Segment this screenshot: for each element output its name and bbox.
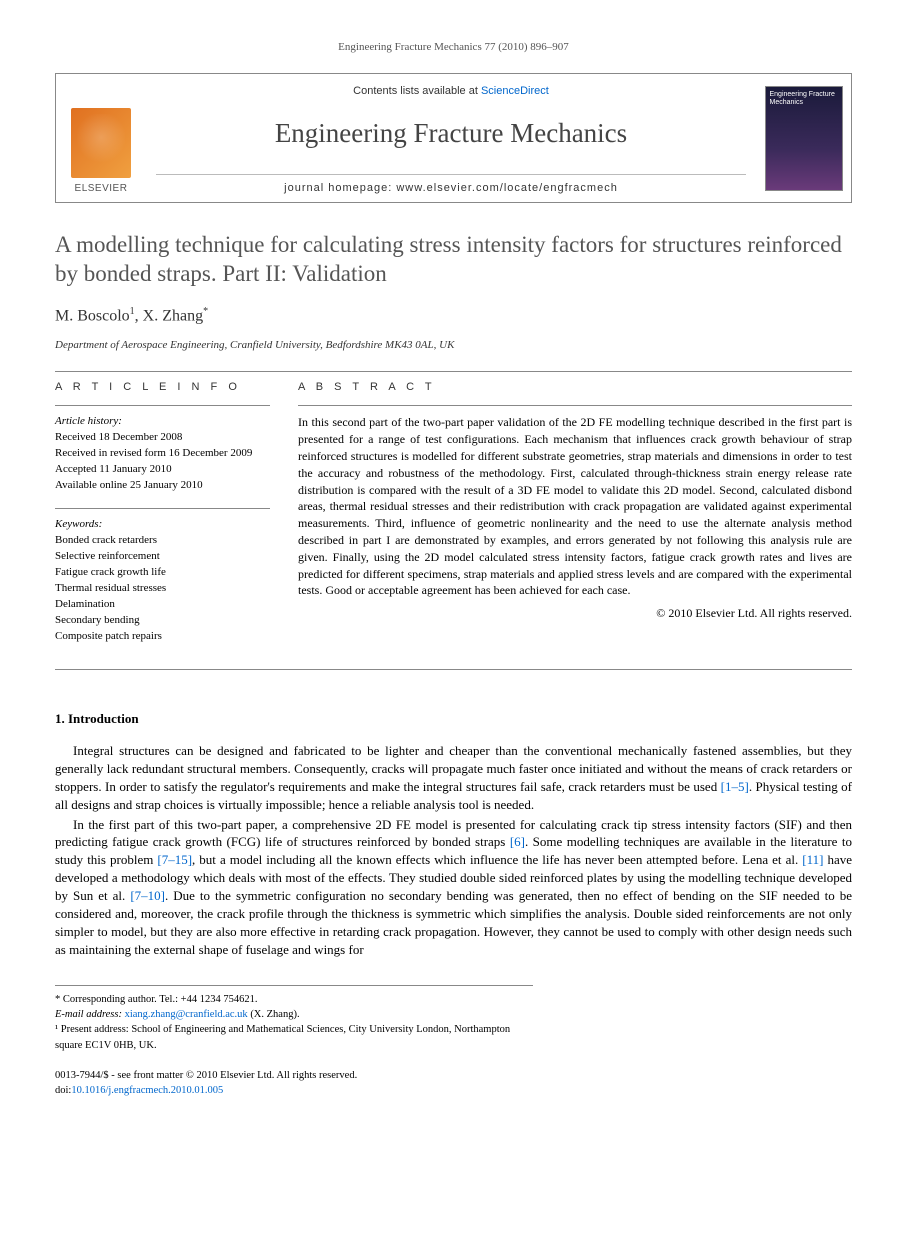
contents-available-line: Contents lists available at ScienceDirec… xyxy=(353,84,549,99)
history-line: Received 18 December 2008 xyxy=(55,430,270,446)
info-rule-1 xyxy=(55,405,270,406)
info-abstract-row: A R T I C L E I N F O Article history: R… xyxy=(55,380,852,659)
rule-top xyxy=(55,371,852,372)
author-1-sup: 1 xyxy=(130,306,135,317)
info-rule-2 xyxy=(55,508,270,509)
abstract-copyright: © 2010 Elsevier Ltd. All rights reserved… xyxy=(298,605,852,622)
cover-thumb-block: Engineering Fracture Mechanics xyxy=(756,74,851,202)
history-line: Accepted 11 January 2010 xyxy=(55,462,270,478)
footer-block: 0013-7944/$ - see front matter © 2010 El… xyxy=(55,1069,852,1098)
history-heading: Article history: xyxy=(55,414,270,430)
email-line: E-mail address: xiang.zhang@cranfield.ac… xyxy=(55,1007,533,1022)
author-1: M. Boscolo xyxy=(55,307,130,324)
present-address-note: ¹ Present address: School of Engineering… xyxy=(55,1022,533,1052)
article-info-label: A R T I C L E I N F O xyxy=(55,380,270,395)
ref-link-1-5[interactable]: [1–5] xyxy=(721,779,749,794)
keyword: Fatigue crack growth life xyxy=(55,565,270,581)
contents-prefix: Contents lists available at xyxy=(353,85,481,97)
keyword: Delamination xyxy=(55,597,270,613)
elsevier-tree-icon xyxy=(71,108,131,178)
keywords-heading: Keywords: xyxy=(55,517,270,533)
doi-line: doi:10.1016/j.engfracmech.2010.01.005 xyxy=(55,1084,852,1099)
ref-link-7-15[interactable]: [7–15] xyxy=(157,852,192,867)
ref-link-11[interactable]: [11] xyxy=(802,852,823,867)
author-email-link[interactable]: xiang.zhang@cranfield.ac.uk xyxy=(125,1009,248,1020)
email-label: E-mail address: xyxy=(55,1009,125,1020)
issn-line: 0013-7944/$ - see front matter © 2010 El… xyxy=(55,1069,852,1084)
abstract-label: A B S T R A C T xyxy=(298,380,852,395)
author-2: X. Zhang xyxy=(143,307,203,324)
para2-e: . Due to the symmetric configuration no … xyxy=(55,888,852,957)
abstract-column: A B S T R A C T In this second part of t… xyxy=(298,380,852,659)
history-line: Received in revised form 16 December 200… xyxy=(55,446,270,462)
intro-para-2: In the first part of this two-part paper… xyxy=(55,816,852,960)
history-line: Available online 25 January 2010 xyxy=(55,478,270,494)
journal-cover-thumbnail: Engineering Fracture Mechanics xyxy=(765,86,843,191)
journal-banner: ELSEVIER Contents lists available at Sci… xyxy=(55,73,852,203)
article-info-column: A R T I C L E I N F O Article history: R… xyxy=(55,380,270,659)
journal-homepage-line: journal homepage: www.elsevier.com/locat… xyxy=(156,174,746,196)
running-header: Engineering Fracture Mechanics 77 (2010)… xyxy=(55,40,852,55)
sciencedirect-link[interactable]: ScienceDirect xyxy=(481,85,549,97)
abstract-text: In this second part of the two-part pape… xyxy=(298,414,852,599)
para2-c: , but a model including all the known ef… xyxy=(192,852,802,867)
email-suffix: (X. Zhang). xyxy=(248,1009,300,1020)
author-2-sup: * xyxy=(203,306,208,317)
footnotes-block: * Corresponding author. Tel.: +44 1234 7… xyxy=(55,985,533,1053)
publisher-block: ELSEVIER xyxy=(56,74,146,202)
author-line: M. Boscolo1, X. Zhang* xyxy=(55,305,852,328)
journal-name: Engineering Fracture Mechanics xyxy=(275,115,627,153)
banner-center: Contents lists available at ScienceDirec… xyxy=(146,74,756,202)
intro-para-1: Integral structures can be designed and … xyxy=(55,742,852,814)
doi-link[interactable]: 10.1016/j.engfracmech.2010.01.005 xyxy=(71,1085,223,1096)
ref-link-7-10[interactable]: [7–10] xyxy=(130,888,165,903)
keyword: Composite patch repairs xyxy=(55,629,270,645)
article-title: A modelling technique for calculating st… xyxy=(55,231,852,289)
abstract-rule xyxy=(298,405,852,406)
keyword: Thermal residual stresses xyxy=(55,581,270,597)
affiliation: Department of Aerospace Engineering, Cra… xyxy=(55,338,852,353)
cover-title: Engineering Fracture Mechanics xyxy=(770,91,838,106)
publisher-name: ELSEVIER xyxy=(75,182,128,196)
keywords-block: Keywords: Bonded crack retarders Selecti… xyxy=(55,517,270,645)
keyword: Selective reinforcement xyxy=(55,549,270,565)
rule-after-abstract xyxy=(55,669,852,670)
keyword: Bonded crack retarders xyxy=(55,533,270,549)
corresponding-author-note: * Corresponding author. Tel.: +44 1234 7… xyxy=(55,992,533,1007)
section-1-title: 1. Introduction xyxy=(55,710,852,728)
doi-label: doi: xyxy=(55,1085,71,1096)
ref-link-6[interactable]: [6] xyxy=(510,834,525,849)
keyword: Secondary bending xyxy=(55,613,270,629)
article-history-block: Article history: Received 18 December 20… xyxy=(55,414,270,494)
